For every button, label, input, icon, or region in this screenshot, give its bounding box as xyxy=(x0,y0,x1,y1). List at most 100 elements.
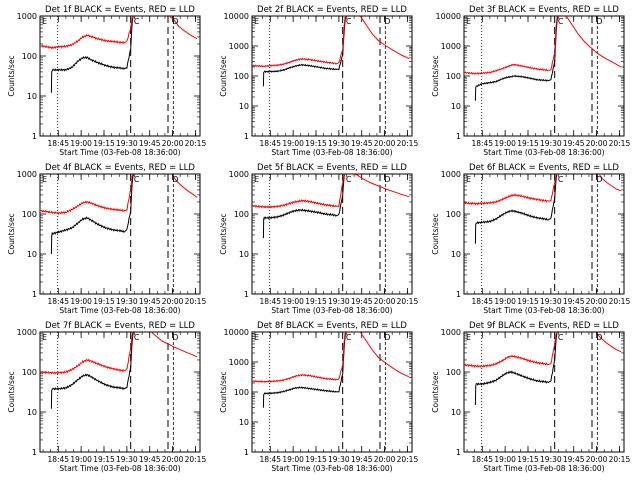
x-tick-label: 19:15 xyxy=(305,139,327,148)
marker-e: E xyxy=(42,175,47,184)
x-tick-label: 19:15 xyxy=(517,455,539,464)
plot-frame xyxy=(463,173,625,295)
plot-area xyxy=(40,332,198,452)
marker-e: E xyxy=(254,333,259,342)
y-tick-label: 10 xyxy=(239,250,249,259)
y-axis-label: Counts/sec xyxy=(431,213,440,254)
plot-frame xyxy=(39,331,201,453)
x-tick-label: 20:00 xyxy=(162,297,184,306)
x-tick-label: 20:00 xyxy=(162,139,184,148)
lld-decay-line xyxy=(350,174,410,198)
x-tick-label: 18:45 xyxy=(47,139,69,148)
x-tick-label: 19:30 xyxy=(116,297,138,306)
plot-area xyxy=(464,16,622,136)
x-tick-label: 19:15 xyxy=(305,455,327,464)
lld-decay-line xyxy=(359,332,410,378)
x-tick-label: 20:00 xyxy=(374,297,396,306)
marker-d: D xyxy=(596,17,602,26)
lld-decay-line xyxy=(596,333,622,353)
y-tick-label: 100 xyxy=(446,210,461,219)
x-tick-label: 19:45 xyxy=(351,455,373,464)
x-tick-label: 18:45 xyxy=(259,139,281,148)
y-tick-label: 1 xyxy=(32,448,37,457)
x-tick-label: 19:00 xyxy=(70,139,92,148)
marker-d: D xyxy=(384,17,390,26)
plot-area xyxy=(464,332,622,452)
panel-det-2: Det 2f BLACK = Events, RED = LLD 1 10 100 10… xyxy=(219,5,418,157)
marker-e: E xyxy=(254,175,259,184)
x-tick-label: 19:00 xyxy=(494,139,516,148)
plot-frame xyxy=(251,173,413,295)
lld-series-line xyxy=(252,332,347,384)
x-tick-label: 19:00 xyxy=(70,455,92,464)
lld-decay-line xyxy=(565,16,622,68)
panel-title: Det 9f BLACK = Events, RED = LLD xyxy=(469,321,619,331)
y-axis-label: Counts/sec xyxy=(7,371,16,412)
panel-title: Det 3f BLACK = Events, RED = LLD xyxy=(469,5,619,15)
events-series-line xyxy=(50,16,135,93)
x-tick-label: 19:45 xyxy=(139,455,161,464)
marker-d: D xyxy=(172,175,178,184)
marker-d: D xyxy=(596,333,602,342)
panel-det-6: Det 6f BLACK = Events, RED = LLD 1 10 100 10… xyxy=(431,163,630,315)
lld-series-line xyxy=(40,16,134,50)
y-tick-label: 10 xyxy=(239,418,249,427)
y-tick-label: 100 xyxy=(234,210,249,219)
panel-det-9: Det 9f BLACK = Events, RED = LLD 1 10 100 10… xyxy=(431,321,630,473)
y-axis-label: Counts/sec xyxy=(431,55,440,96)
x-tick-label: 19:30 xyxy=(328,297,350,306)
y-tick-label: 1000 xyxy=(441,328,461,337)
events-series-line xyxy=(262,16,347,87)
x-tick-label: 19:00 xyxy=(282,139,304,148)
y-tick-label: 10 xyxy=(27,92,37,101)
marker-e: E xyxy=(42,17,47,26)
panel-det-4: Det 4f BLACK = Events, RED = LLD 1 10 100 10… xyxy=(7,163,206,315)
x-tick-label: 18:45 xyxy=(471,297,493,306)
y-tick-label: 1000 xyxy=(17,12,37,21)
x-tick-label: 19:15 xyxy=(93,297,115,306)
y-axis-label: Counts/sec xyxy=(7,55,16,96)
marker-c: C xyxy=(558,333,564,342)
y-tick-label: 10000 xyxy=(436,12,461,21)
plot-frame xyxy=(251,15,413,137)
lld-decay-line xyxy=(150,332,198,358)
x-tick-label: 18:45 xyxy=(471,455,493,464)
marker-c: C xyxy=(346,333,352,342)
marker-d: D xyxy=(596,175,602,184)
y-tick-label: 100 xyxy=(234,388,249,397)
marker-c: C xyxy=(134,333,140,342)
y-tick-label: 100 xyxy=(446,368,461,377)
y-tick-label: 10 xyxy=(27,250,37,259)
x-tick-label: 19:30 xyxy=(116,139,138,148)
x-tick-label: 19:30 xyxy=(328,139,350,148)
lld-series-line xyxy=(40,174,134,215)
x-axis-label: Start Time (03-Feb-08 18:36:00) xyxy=(483,148,604,157)
lld-series-line xyxy=(464,332,558,368)
y-axis-label: Counts/sec xyxy=(7,213,16,254)
panel-title: Det 8f BLACK = Events, RED = LLD xyxy=(257,321,407,331)
x-tick-label: 19:30 xyxy=(116,455,138,464)
y-tick-label: 1 xyxy=(244,290,249,299)
x-tick-label: 18:45 xyxy=(259,455,281,464)
panel-title: Det 5f BLACK = Events, RED = LLD xyxy=(257,163,407,173)
x-axis-label: Start Time (03-Feb-08 18:36:00) xyxy=(271,464,392,473)
panel-title: Det 7f BLACK = Events, RED = LLD xyxy=(45,321,195,331)
y-tick-label: 1 xyxy=(32,132,37,141)
marker-d: D xyxy=(172,333,178,342)
y-axis-label: Counts/sec xyxy=(219,55,228,96)
x-tick-label: 19:15 xyxy=(517,297,539,306)
x-tick-label: 19:45 xyxy=(139,139,161,148)
x-tick-label: 19:00 xyxy=(282,455,304,464)
x-tick-label: 18:45 xyxy=(471,139,493,148)
x-tick-label: 20:15 xyxy=(185,297,207,306)
y-tick-label: 1 xyxy=(32,290,37,299)
x-tick-label: 20:15 xyxy=(609,139,631,148)
x-tick-label: 20:00 xyxy=(374,139,396,148)
x-tick-label: 19:30 xyxy=(540,139,562,148)
marker-c: C xyxy=(134,17,140,26)
plot-area xyxy=(40,174,198,294)
panel-title: Det 2f BLACK = Events, RED = LLD xyxy=(257,5,407,15)
plot-area xyxy=(464,174,622,294)
panel-det-7: Det 7f BLACK = Events, RED = LLD 1 10 100 10… xyxy=(7,321,206,473)
